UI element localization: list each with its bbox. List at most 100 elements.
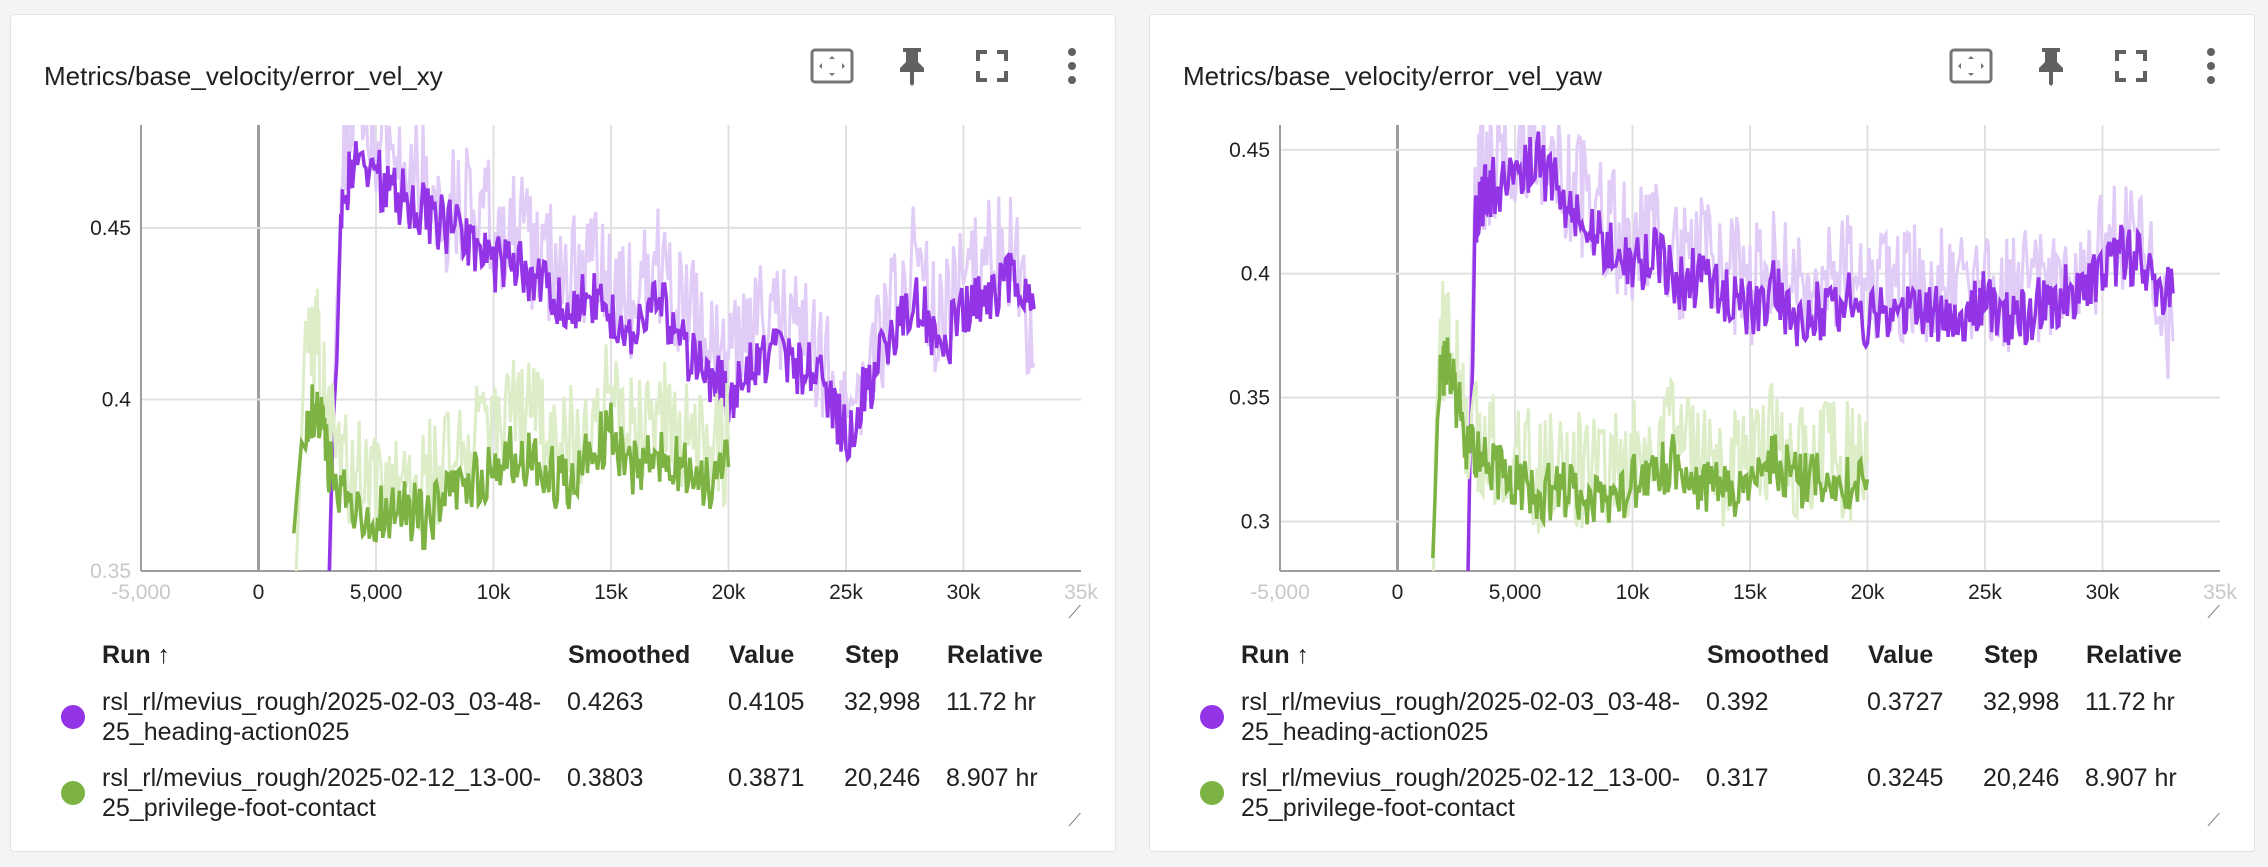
pin-icon xyxy=(900,48,924,86)
resize-table-icon[interactable]: ⟋ xyxy=(2207,810,2220,830)
plot-area xyxy=(292,125,1036,571)
series-smoothed-line xyxy=(327,141,1036,571)
more-vert-icon xyxy=(1068,48,1076,84)
column-header-relative[interactable]: Relative xyxy=(947,641,1043,669)
column-header-relative[interactable]: Relative xyxy=(2086,641,2182,669)
y-tick-label: 0.45 xyxy=(90,217,131,240)
run-name: rsl_rl/mevius_rough/2025-02-12_13-00-25_… xyxy=(1241,764,1681,822)
y-tick-label: 0.35 xyxy=(90,560,131,583)
chart-card: Metrics/base_velocity/error_vel_yaw -5,0… xyxy=(1149,14,2255,852)
column-header-value[interactable]: Value xyxy=(1868,641,1934,669)
card-title: Metrics/base_velocity/error_vel_xy xyxy=(44,61,443,91)
fullscreen-button[interactable] xyxy=(967,41,1017,91)
more-options-button[interactable] xyxy=(2186,41,2236,91)
relative-value: 8.907 hr xyxy=(946,764,1038,792)
run-color-dot xyxy=(61,705,85,729)
fullscreen-icon xyxy=(976,50,1008,82)
run-color-dot xyxy=(61,781,85,805)
smoothed-value: 0.3803 xyxy=(567,764,644,792)
table-row[interactable]: rsl_rl/mevius_rough/2025-02-03_03-48-25_… xyxy=(1183,687,2223,757)
raw-value: 0.3245 xyxy=(1867,764,1944,792)
x-tick-label: 10k xyxy=(477,581,511,604)
card-toolbar xyxy=(777,41,1097,91)
column-header-run[interactable]: Run ↑ xyxy=(102,641,171,669)
fit-domain-icon xyxy=(1949,48,1993,84)
y-tick-label: 0.45 xyxy=(1229,139,1270,162)
card-title: Metrics/base_velocity/error_vel_yaw xyxy=(1183,61,1603,91)
resize-chart-icon[interactable]: ⟋ xyxy=(2207,602,2220,622)
x-tick-label: 20k xyxy=(1851,581,1885,604)
more-options-button[interactable] xyxy=(1047,41,1097,91)
run-name: rsl_rl/mevius_rough/2025-02-03_03-48-25_… xyxy=(1241,688,1681,746)
run-color-dot xyxy=(1200,781,1224,805)
series-smoothed-line xyxy=(1466,131,2175,571)
column-header-step[interactable]: Step xyxy=(845,641,900,669)
pin-button[interactable] xyxy=(887,41,937,91)
x-tick-label: -5,000 xyxy=(111,581,171,604)
table-row[interactable]: rsl_rl/mevius_rough/2025-02-12_13-00-25_… xyxy=(1183,763,2223,833)
y-tick-label: 0.3 xyxy=(1241,510,1270,533)
column-header-run[interactable]: Run ↑ xyxy=(1241,641,1310,669)
x-tick-label: 15k xyxy=(1733,581,1767,604)
resize-table-icon[interactable]: ⟋ xyxy=(1068,810,1081,830)
x-tick-label: 5,000 xyxy=(1489,581,1542,604)
column-header-value[interactable]: Value xyxy=(729,641,795,669)
run-name: rsl_rl/mevius_rough/2025-02-12_13-00-25_… xyxy=(102,764,542,822)
fullscreen-button[interactable] xyxy=(2106,41,2156,91)
pin-button[interactable] xyxy=(2026,41,2076,91)
line-chart[interactable]: -5,000 0 5,000 10k 15k 20k 25k 30k 35k 0.3 0.35 0.4… xyxy=(1150,105,2254,625)
x-tick-label: 25k xyxy=(829,581,863,604)
smoothed-value: 0.4263 xyxy=(567,688,644,716)
run-color-dot xyxy=(1200,705,1224,729)
table-row[interactable]: rsl_rl/mevius_rough/2025-02-12_13-00-25_… xyxy=(44,763,1084,833)
x-tick-label: 20k xyxy=(712,581,746,604)
raw-value: 0.3871 xyxy=(728,764,805,792)
y-tick-label: 0.35 xyxy=(1229,387,1270,410)
x-tick-label: 35k xyxy=(1064,581,1098,604)
raw-value: 0.3727 xyxy=(1867,688,1944,716)
column-header-step[interactable]: Step xyxy=(1984,641,2039,669)
fit-domain-button[interactable] xyxy=(807,41,857,91)
x-tick-label: 0 xyxy=(1392,581,1404,604)
x-tick-label: 30k xyxy=(947,581,981,604)
line-chart[interactable]: -5,000 0 5,000 10k 15k 20k 25k 30k 35k 0.35 0.4 0.4… xyxy=(11,105,1115,625)
x-tick-label: 15k xyxy=(594,581,628,604)
x-tick-label: 35k xyxy=(2203,581,2237,604)
chart-card: Metrics/base_velocity/error_vel_xy -5,00… xyxy=(10,14,1116,852)
step-value: 20,246 xyxy=(844,764,921,792)
step-value: 20,246 xyxy=(1983,764,2060,792)
table-row[interactable]: rsl_rl/mevius_rough/2025-02-03_03-48-25_… xyxy=(44,687,1084,757)
pin-icon xyxy=(2039,48,2063,86)
x-tick-label: 25k xyxy=(1968,581,2002,604)
relative-value: 11.72 hr xyxy=(946,688,1036,716)
series-raw-line xyxy=(328,125,1036,571)
card-toolbar xyxy=(1916,41,2236,91)
series-raw-line xyxy=(1467,125,2175,571)
smoothed-value: 0.317 xyxy=(1706,764,1769,792)
x-tick-label: 5,000 xyxy=(350,581,403,604)
more-vert-icon xyxy=(2207,48,2215,84)
relative-value: 11.72 hr xyxy=(2085,688,2175,716)
fit-domain-button[interactable] xyxy=(1946,41,1996,91)
x-tick-label: 30k xyxy=(2086,581,2120,604)
series-raw-line xyxy=(1432,280,1869,571)
step-value: 32,998 xyxy=(844,688,921,716)
resize-chart-icon[interactable]: ⟋ xyxy=(1068,602,1081,622)
step-value: 32,998 xyxy=(1983,688,2060,716)
column-header-smoothed[interactable]: Smoothed xyxy=(568,641,691,669)
run-name: rsl_rl/mevius_rough/2025-02-03_03-48-25_… xyxy=(102,688,542,746)
series-smoothed-line xyxy=(1431,337,1870,559)
relative-value: 8.907 hr xyxy=(2085,764,2177,792)
y-tick-label: 0.4 xyxy=(102,388,132,411)
x-tick-label: -5,000 xyxy=(1250,581,1310,604)
column-header-smoothed[interactable]: Smoothed xyxy=(1707,641,1830,669)
plot-area xyxy=(1431,125,2175,571)
series-smoothed-line xyxy=(292,384,731,551)
x-tick-label: 0 xyxy=(253,581,265,604)
raw-value: 0.4105 xyxy=(728,688,805,716)
smoothed-value: 0.392 xyxy=(1706,688,1769,716)
fullscreen-icon xyxy=(2115,50,2147,82)
x-tick-label: 10k xyxy=(1616,581,1650,604)
y-tick-label: 0.4 xyxy=(1241,263,1271,286)
fit-domain-icon xyxy=(810,48,854,84)
